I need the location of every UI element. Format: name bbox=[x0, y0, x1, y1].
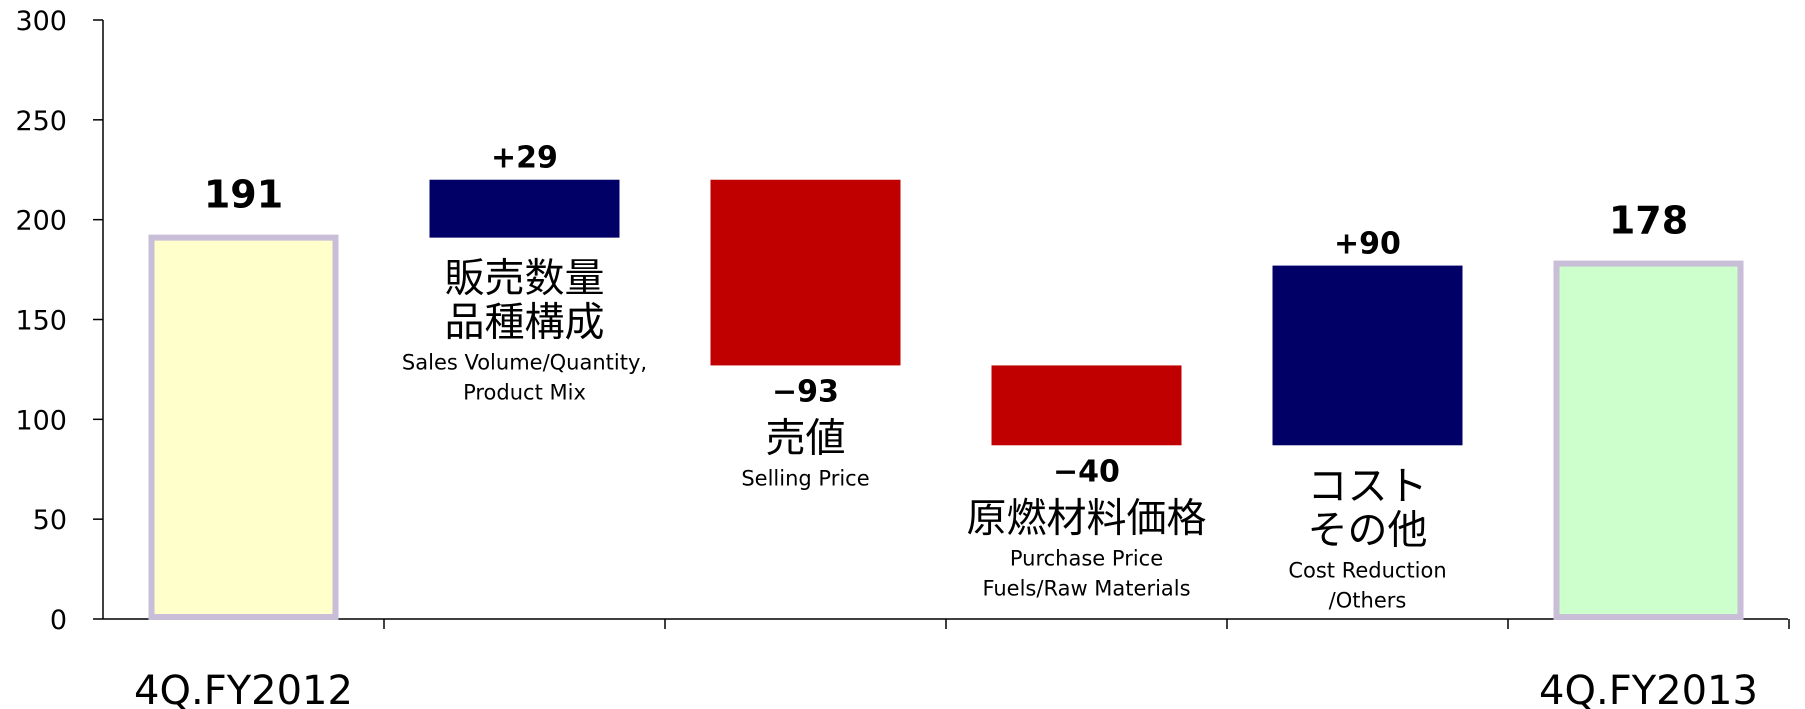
category-label-jp: 品種構成 bbox=[445, 300, 605, 346]
bar-value-label: +90 bbox=[1334, 227, 1401, 262]
y-tick-label: 250 bbox=[15, 106, 67, 137]
category-label-jp: その他 bbox=[1308, 507, 1428, 553]
category-label-jp: 販売数量 bbox=[445, 256, 605, 302]
category-label-en: Product Mix bbox=[463, 381, 586, 405]
decrease-bar bbox=[710, 179, 901, 366]
y-tick-label: 50 bbox=[33, 505, 67, 536]
bar-value-label: −40 bbox=[1053, 454, 1120, 489]
category-label-en: Fuels/Raw Materials bbox=[982, 576, 1190, 600]
category-label: 4Q.FY2013 bbox=[1539, 668, 1758, 709]
y-tick-label: 300 bbox=[15, 6, 67, 37]
increase-bar bbox=[429, 179, 620, 238]
category-label-en: Purchase Price bbox=[1010, 546, 1163, 570]
category-label-en: Selling Price bbox=[741, 466, 869, 490]
bar-value-label: −93 bbox=[772, 374, 839, 409]
y-tick-label: 100 bbox=[15, 405, 67, 436]
bars bbox=[148, 179, 1744, 621]
category-label-en: Sales Volume/Quantity, bbox=[402, 351, 647, 375]
category-label-en: /Others bbox=[1329, 588, 1407, 612]
bar-value-label: 191 bbox=[204, 173, 283, 217]
bar-value-label: 178 bbox=[1609, 199, 1688, 243]
category-label-jp: 売値 bbox=[766, 415, 846, 461]
category-label: 4Q.FY2012 bbox=[134, 668, 353, 709]
bar-value-label: +29 bbox=[491, 141, 558, 176]
total-bar bbox=[148, 234, 339, 621]
y-tick-label: 150 bbox=[15, 306, 67, 337]
total-bar bbox=[1553, 260, 1744, 620]
y-tick-label: 0 bbox=[50, 605, 67, 636]
category-label-en: Cost Reduction bbox=[1288, 558, 1446, 582]
y-tick-label: 200 bbox=[15, 206, 67, 237]
category-label-jp: コスト bbox=[1308, 463, 1428, 509]
axes: 0 50 100 150 200 250 300 bbox=[15, 6, 1790, 636]
category-label-jp: 原燃材料価格 bbox=[967, 495, 1207, 541]
decrease-bar bbox=[991, 365, 1182, 446]
increase-bar bbox=[1272, 265, 1463, 446]
